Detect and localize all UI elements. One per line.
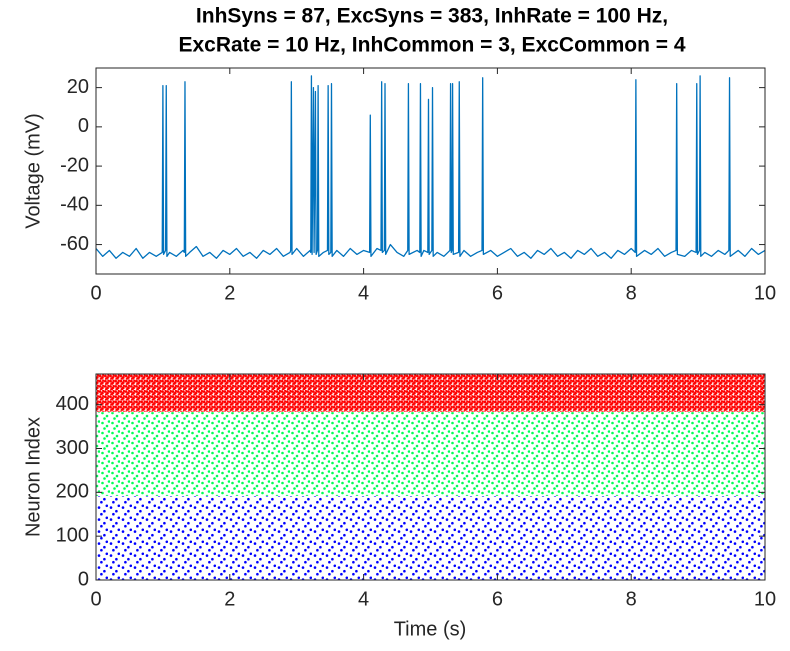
x-tick-label: 0 [90,588,101,610]
x-tick-label: 8 [626,588,637,610]
voltage-trace [95,75,766,259]
x-tick-label: 6 [492,282,503,304]
x-tick-label: 10 [754,588,776,610]
x-tick-label: 4 [358,588,369,610]
x-tick-label: 10 [754,282,776,304]
x-tick-label: 8 [626,282,637,304]
y-tick-label: 200 [56,481,89,503]
y-tick-label: -60 [60,233,89,255]
title-line: InhSyns = 87, ExcSyns = 383, InhRate = 1… [196,5,668,28]
spike-band [96,496,765,580]
axes-frame [95,67,766,275]
y-tick-label: 400 [56,393,89,415]
y-tick-label: 20 [67,76,89,98]
y-tick-label: 100 [56,524,89,546]
axes-frame [95,373,766,581]
x-tick-label: 4 [358,282,369,304]
x-tick-label: 2 [224,588,235,610]
y-tick-label: 300 [56,437,89,459]
x-tick-label: 0 [90,282,101,304]
y-axis-label: Neuron Index [22,417,44,537]
y-tick-label: 0 [78,115,89,137]
spike-band [96,412,765,496]
y-tick-label: 0 [78,568,89,590]
x-tick-label: 2 [224,282,235,304]
spike-band [96,374,765,412]
x-axis-label: Time (s) [394,618,467,640]
y-tick-label: -20 [60,154,89,176]
y-axis-label: Voltage (mV) [22,113,44,229]
title-line: ExcRate = 10 Hz, InhCommon = 3, ExcCommo… [178,34,685,57]
y-tick-label: -40 [60,194,89,216]
x-tick-label: 6 [492,588,503,610]
